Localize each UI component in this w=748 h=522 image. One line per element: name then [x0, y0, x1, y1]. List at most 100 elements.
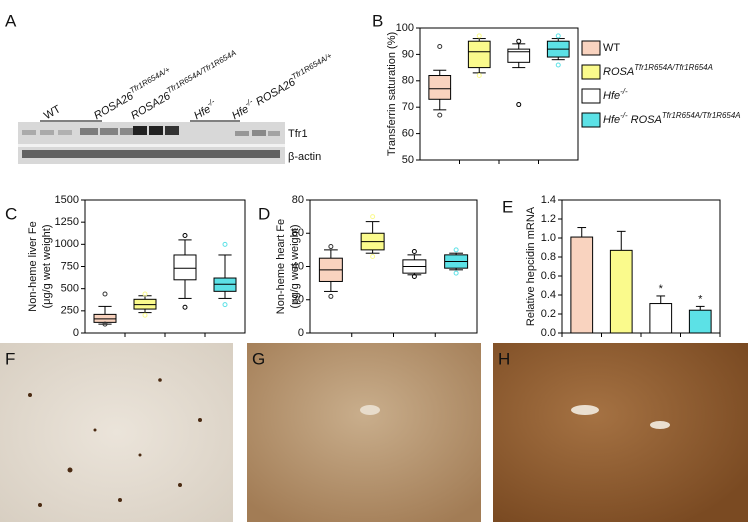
text-part: -/-	[620, 111, 628, 120]
y-axis-title: Non-heme liver Fe	[27, 221, 39, 311]
outlier	[182, 304, 188, 310]
box	[507, 48, 531, 63]
panel-label: B	[372, 11, 383, 30]
outlier	[370, 254, 376, 260]
text-part: -/-	[243, 96, 254, 108]
outlier	[142, 291, 148, 297]
text-part: Tfr1R654A/Tfr1R654A	[165, 48, 238, 95]
outlier	[437, 112, 443, 118]
y-axis-title: Non-heme heart Fe	[275, 219, 287, 314]
outlier	[102, 291, 108, 297]
outlier	[411, 273, 417, 279]
y-tick-label: 1000	[55, 238, 79, 250]
outlier	[142, 312, 148, 318]
panel-label: C	[5, 204, 17, 223]
legend-label: Hfe-/-	[603, 87, 628, 102]
outlier	[411, 249, 417, 255]
panel-label: E	[502, 197, 513, 216]
bar	[609, 249, 633, 334]
panel-label: D	[258, 204, 270, 223]
y-tick-label: 1500	[55, 194, 79, 206]
text-part: ROSA26	[92, 90, 136, 123]
outlier	[453, 270, 459, 276]
text-part: ROSA	[603, 66, 634, 78]
outlier	[453, 247, 459, 253]
y-axis-title: (μg/g wet weight)	[41, 225, 53, 309]
y-tick-label: 1.4	[541, 194, 556, 206]
legend-swatch	[581, 40, 601, 56]
y-tick-label: 500	[61, 283, 79, 295]
y-tick-label: 80	[402, 75, 414, 87]
outlier	[476, 33, 482, 39]
y-tick-label: 250	[61, 305, 79, 317]
significance: *	[698, 293, 703, 305]
y-tick-label: 750	[61, 260, 79, 272]
panel-label: H	[498, 349, 510, 368]
text-part: Hfe	[603, 114, 620, 126]
y-tick-label: 1.0	[541, 232, 556, 244]
text-part: -/-	[620, 87, 628, 96]
bar	[570, 236, 594, 334]
y-tick-label: 0	[73, 327, 79, 339]
lane-label: Hfe-/- ROSA26Tfr1R654A/+	[228, 51, 337, 123]
outlier	[182, 232, 188, 238]
outlier	[476, 73, 482, 79]
y-tick-label: 70	[402, 101, 414, 113]
text-part: WT	[603, 42, 620, 54]
legend-label: ROSATfr1R654A/Tfr1R654A	[603, 63, 713, 78]
legend-swatch	[581, 88, 601, 104]
micrographs	[0, 343, 748, 522]
outlier	[370, 214, 376, 220]
panel-label: A	[5, 11, 17, 30]
y-tick-label: 50	[402, 154, 414, 166]
outlier	[516, 102, 522, 108]
outlier	[222, 302, 228, 308]
box	[173, 254, 197, 281]
text-part: Tfr1R654A/Tfr1R654A	[634, 63, 713, 72]
outlier	[328, 293, 334, 299]
outlier	[102, 321, 108, 327]
y-tick-label: 20	[292, 294, 304, 306]
lane-label: Hfe-/-	[190, 96, 219, 122]
y-axis-title: Relative hepcidin mRNA	[525, 206, 537, 326]
blot-image	[18, 122, 285, 164]
outlier	[222, 241, 228, 247]
y-axis-title: (μg/g wet weight)	[289, 225, 301, 309]
significance: *	[659, 283, 664, 295]
y-tick-label: 0.4	[541, 289, 556, 301]
text-part: ROSA26	[251, 76, 298, 110]
band-label: β-actin	[288, 151, 321, 163]
outlier	[555, 62, 561, 68]
y-tick-label: 0.6	[541, 270, 556, 282]
y-tick-label: 0.2	[541, 308, 556, 320]
legend-label: Hfe-/- ROSATfr1R654A/Tfr1R654A	[603, 111, 741, 126]
y-tick-label: 80	[292, 194, 304, 206]
band-label: Tfr1	[288, 128, 308, 140]
text-part: -/-	[205, 96, 216, 108]
bar	[688, 309, 712, 334]
box	[428, 75, 452, 100]
y-tick-label: 0	[298, 327, 304, 339]
outlier	[516, 38, 522, 44]
y-tick-label: 60	[292, 227, 304, 239]
text-part: Tfr1R654A/+	[290, 51, 334, 82]
bar	[649, 303, 673, 334]
outlier	[437, 43, 443, 49]
text-part: ROSA26	[129, 90, 173, 123]
legend-label: WT	[603, 42, 620, 54]
y-tick-label: 60	[402, 128, 414, 140]
text-part: ROSA	[628, 114, 662, 126]
outlier	[555, 33, 561, 39]
y-axis-title: Transferrin saturation (%)	[386, 32, 398, 156]
plot-frame	[84, 199, 246, 334]
y-tick-label: 90	[402, 48, 414, 60]
text-part: Tfr1R654A/Tfr1R654A	[662, 111, 741, 120]
panel-label: F	[5, 349, 15, 368]
y-tick-label: 0.8	[541, 251, 556, 263]
y-tick-label: 1.2	[541, 213, 556, 225]
y-tick-label: 40	[292, 260, 304, 272]
lane-label: WT	[42, 103, 63, 122]
legend-swatch	[581, 112, 601, 128]
y-tick-label: 1250	[55, 216, 79, 228]
